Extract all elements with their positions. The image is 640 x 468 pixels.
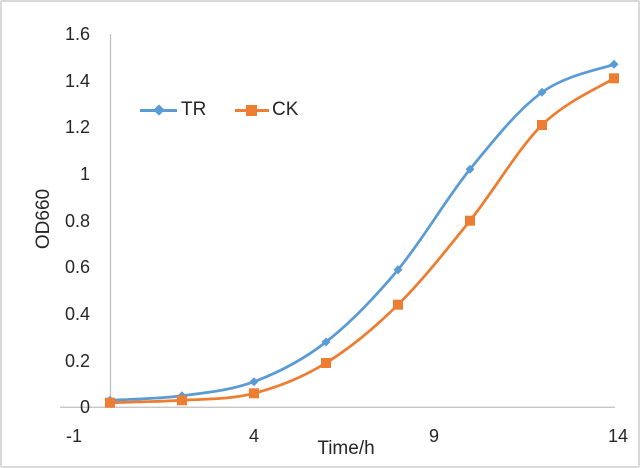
- ck-square-marker: [177, 395, 187, 406]
- x-axis-title: Time/h: [317, 438, 375, 459]
- x-tick: 4: [248, 426, 259, 446]
- ck-square-marker: [249, 388, 259, 399]
- tr-diamond-marker: [537, 87, 547, 97]
- y-tick: 0.2: [64, 351, 90, 371]
- ck-square-marker: [393, 299, 403, 310]
- ck-square-marker: [537, 120, 547, 130]
- ck-square-icon: [246, 104, 257, 116]
- y-tick: 0: [79, 397, 90, 417]
- series-ck-line: [108, 76, 616, 405]
- tr-diamond-marker: [609, 59, 619, 69]
- x-tick: -1: [65, 426, 82, 446]
- y-tick: 1.4: [64, 71, 90, 91]
- ck-square-marker: [609, 73, 619, 84]
- y-tick: 0.4: [64, 304, 90, 324]
- tr-diamond-marker: [465, 164, 475, 174]
- y-axis-title: OD660: [33, 188, 54, 250]
- y-tick: 1: [79, 164, 90, 184]
- tr-diamond-marker: [321, 337, 331, 347]
- y-tick: 1.2: [64, 117, 90, 137]
- y-tick: 0.8: [64, 211, 90, 231]
- ck-square-marker: [465, 215, 475, 226]
- series-tr-line: [108, 62, 616, 402]
- x-tick: 14: [607, 426, 629, 446]
- tr-diamond-marker: [249, 377, 259, 387]
- x-tick: 9: [428, 426, 439, 446]
- y-tick: 0.6: [64, 257, 90, 277]
- tr-diamond-marker: [393, 265, 403, 275]
- ck-square-marker: [321, 358, 331, 368]
- legend-label-ck: CK: [272, 99, 299, 120]
- legend-label-tr: TR: [181, 99, 207, 120]
- ck-square-marker: [105, 397, 115, 408]
- y-tick: 1.6: [64, 24, 90, 44]
